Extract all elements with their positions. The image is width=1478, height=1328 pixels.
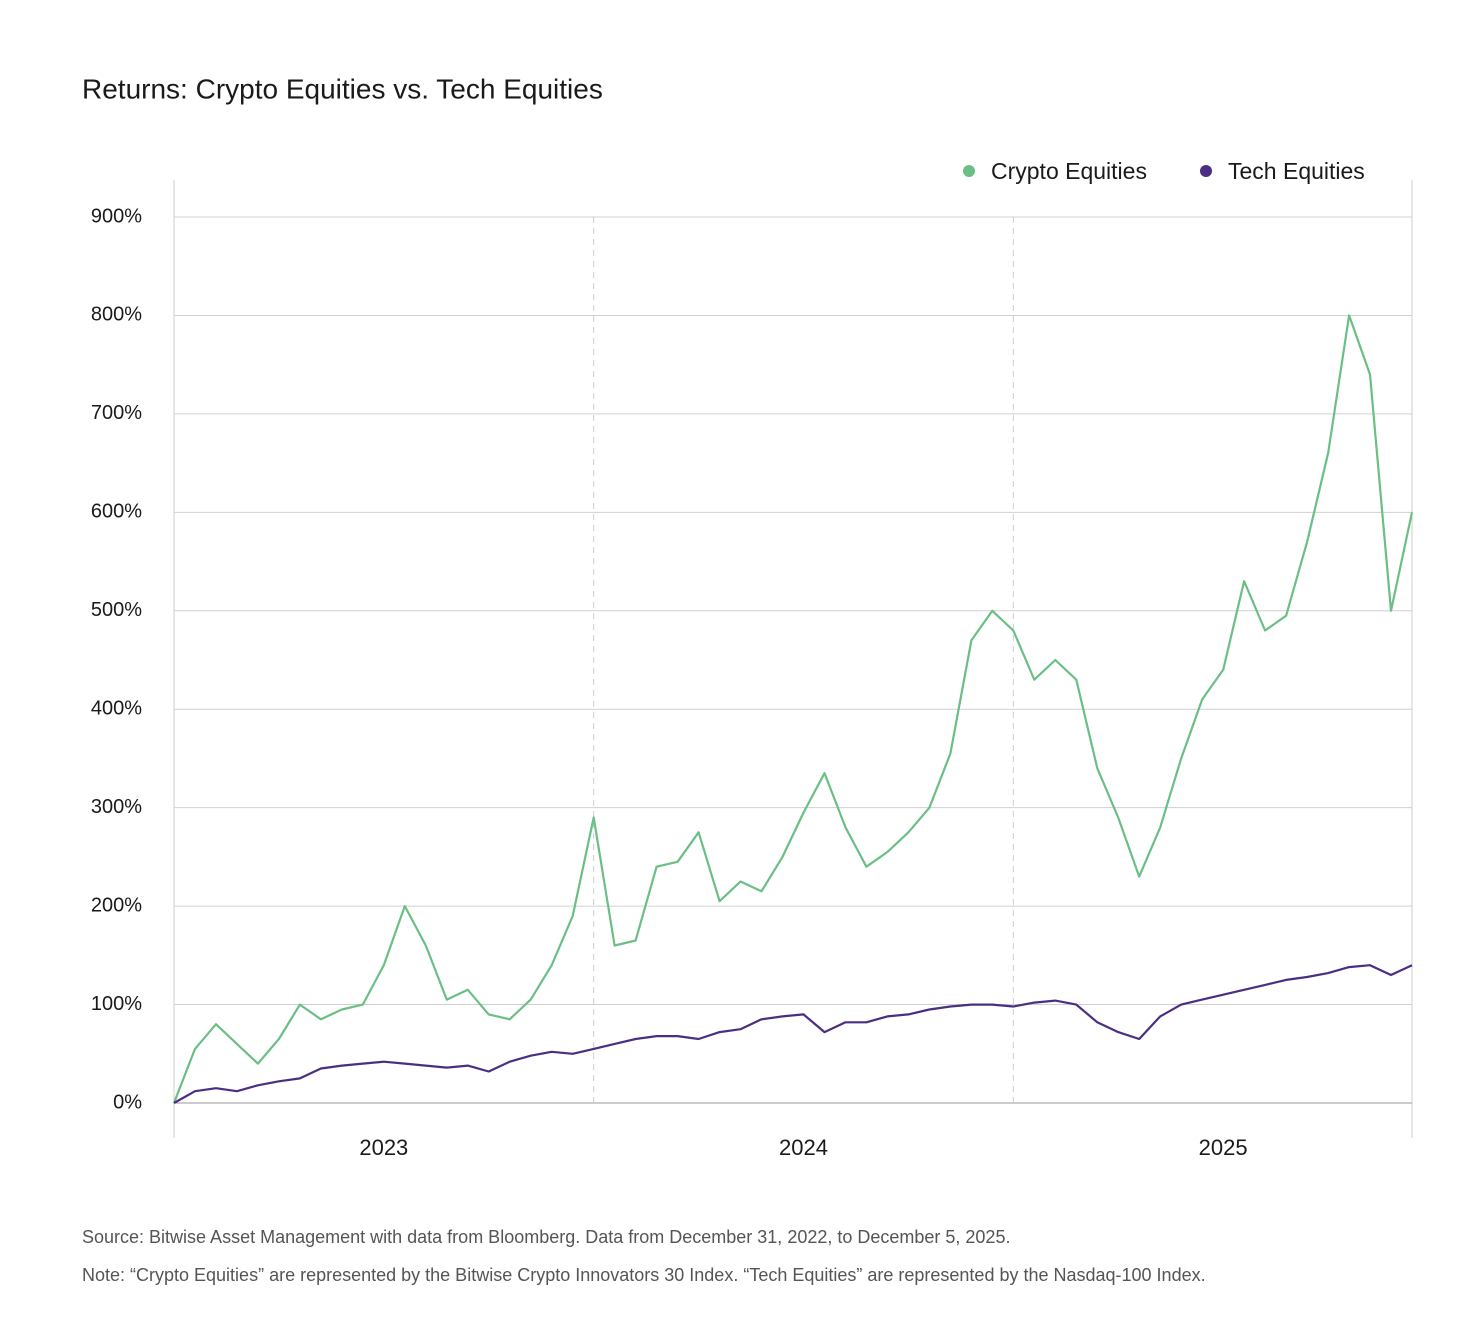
series-line bbox=[173, 964, 1413, 1104]
y-tick-label: 100% bbox=[91, 993, 142, 1015]
y-tick-label: 600% bbox=[91, 501, 142, 523]
y-tick-label: 200% bbox=[91, 894, 142, 916]
y-tick-label: 400% bbox=[91, 698, 142, 720]
x-tick-label: 2023 bbox=[359, 1135, 408, 1160]
y-tick-label: 500% bbox=[91, 599, 142, 621]
legend-label: Crypto Equities bbox=[991, 158, 1147, 184]
legend-label: Tech Equities bbox=[1228, 158, 1365, 184]
series-line bbox=[172, 314, 1414, 1104]
legend-marker bbox=[1200, 165, 1212, 177]
y-tick-label: 700% bbox=[91, 402, 142, 424]
y-tick-label: 900% bbox=[91, 205, 142, 227]
chart-title: Returns: Crypto Equities vs. Tech Equiti… bbox=[82, 73, 603, 104]
y-tick-label: 0% bbox=[113, 1091, 142, 1113]
legend-marker bbox=[963, 165, 975, 177]
source-note: Source: Bitwise Asset Management with da… bbox=[82, 1227, 1010, 1247]
x-tick-label: 2024 bbox=[779, 1135, 828, 1160]
x-tick-label: 2025 bbox=[1199, 1135, 1248, 1160]
y-tick-label: 800% bbox=[91, 304, 142, 326]
y-tick-label: 300% bbox=[91, 796, 142, 818]
footnote: Note: “Crypto Equities” are represented … bbox=[82, 1265, 1206, 1285]
